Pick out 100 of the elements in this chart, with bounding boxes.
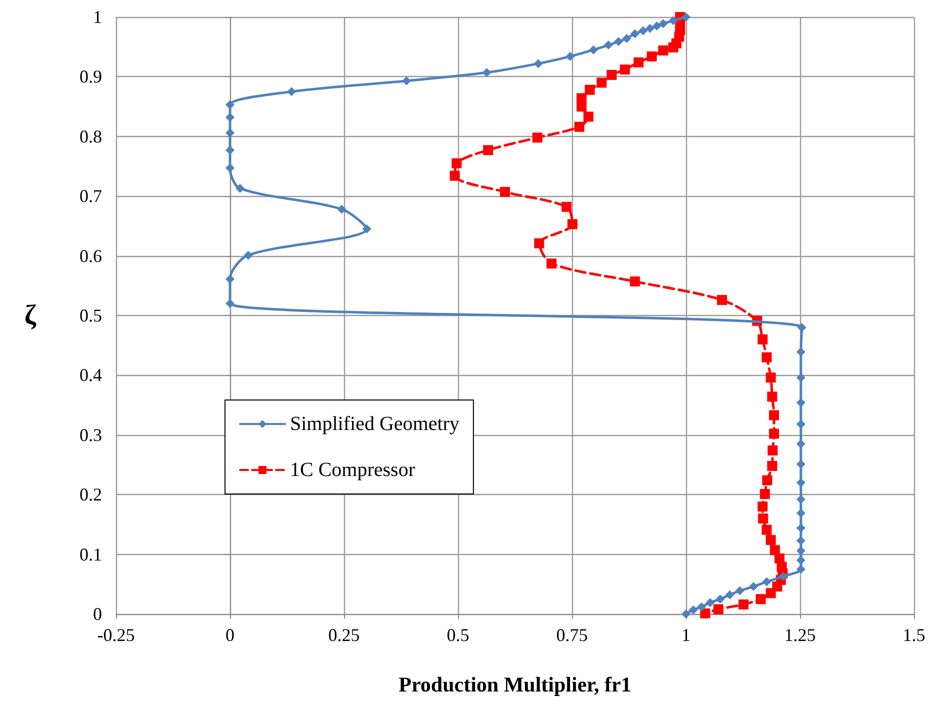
point [287,87,296,96]
point [682,12,690,22]
point [697,602,706,612]
point [652,21,662,30]
point [630,276,640,286]
point [500,186,510,197]
point [796,347,806,356]
point [756,594,766,604]
point [576,102,587,112]
point [713,604,724,614]
point [645,24,654,33]
legend-label: Simplified Geometry [290,413,460,435]
x-tick-label: 0.25 [328,625,360,645]
point [796,546,806,556]
point [748,582,758,592]
point [226,100,234,110]
point [758,502,768,512]
x-tick-label: 0.75 [556,625,588,645]
point [762,524,772,535]
y-tick-label: 0.9 [80,66,102,87]
point [596,78,607,88]
point [797,322,806,332]
point [769,410,780,420]
point [646,51,657,62]
point [735,586,744,596]
x-tick-label: -0.25 [97,625,135,645]
point [766,534,776,545]
x-tick-label: 1.25 [784,625,816,645]
point [769,428,780,439]
point [562,202,572,212]
y-axis-title: ζ [24,300,36,331]
y-tick-label: 1 [93,7,102,27]
point [778,572,788,581]
point [244,250,253,260]
point [226,112,234,122]
point [614,36,624,46]
point [682,610,690,618]
point [738,599,748,610]
point [236,184,245,193]
x-tick-label: 1.5 [902,625,926,645]
point [588,45,598,54]
y-tick-label: 0.3 [80,424,102,445]
y-tick-label: 0.8 [80,126,102,146]
point [762,475,772,486]
point [768,445,778,456]
point [766,372,776,383]
point [226,164,234,173]
point [668,16,678,26]
point [452,158,462,168]
point [725,590,734,600]
point [758,334,768,344]
legend-label: 1C Compressor [290,459,416,481]
point [796,556,806,565]
y-tick-label: 0.5 [80,306,102,326]
point [796,564,806,574]
point [622,34,632,43]
point [634,57,644,68]
point [767,460,778,471]
point [584,84,595,95]
point [604,40,613,50]
point [483,145,494,156]
point [337,204,346,214]
point [450,170,460,181]
x-axis-title: Production Multiplier, fr1 [398,672,632,696]
point [566,52,575,61]
y-tick-label: 0 [93,604,102,624]
point [758,513,768,524]
point [638,26,648,36]
point [574,122,584,132]
point [567,219,578,230]
point [760,489,770,500]
point [532,132,542,143]
x-tick-label: 1 [682,625,690,645]
y-tick-label: 0.2 [80,484,102,505]
y-tick-label: 0.4 [80,365,102,386]
point [534,59,543,68]
point [658,19,668,28]
point [700,608,710,618]
point [762,352,772,362]
point [630,29,640,38]
y-tick-label: 0.1 [80,544,102,564]
point [716,594,725,604]
point [226,299,234,308]
y-tick-label: 0.6 [80,246,102,266]
y-tick-label: 0.7 [80,186,102,206]
point [688,605,698,614]
point [767,392,778,402]
point [606,70,617,80]
point [546,258,556,269]
point [770,545,780,556]
point [583,112,594,122]
point [482,68,492,78]
point [362,224,372,234]
x-tick-label: 0.5 [446,625,470,645]
point [762,577,772,586]
point [658,45,668,56]
point [668,42,678,52]
point [534,238,544,248]
x-tick-label: 0 [226,625,234,645]
point [717,294,728,305]
